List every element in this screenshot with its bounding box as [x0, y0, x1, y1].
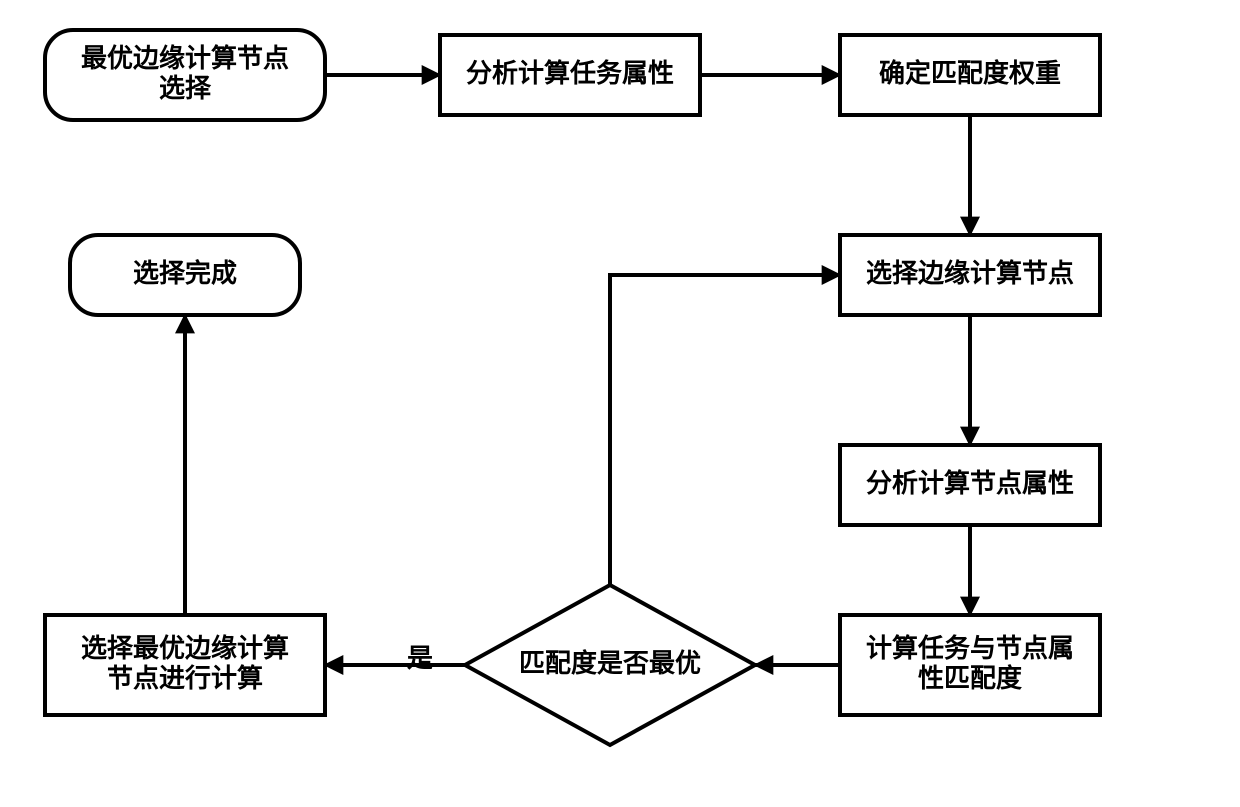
node-label: 选择边缘计算节点: [866, 258, 1074, 288]
edge: [610, 275, 840, 585]
node-weight: 确定匹配度权重: [840, 35, 1100, 115]
node-decision: 匹配度是否最优: [465, 585, 755, 745]
flowchart: 否是最优边缘计算节点选择 分析计算任务属性 确定匹配度权重选择边缘计算节点分析计算节…: [0, 0, 1240, 807]
node-label: 确定匹配度权重: [879, 58, 1061, 88]
node-label: 选择完成: [133, 258, 237, 288]
node-label: 选择: [159, 73, 212, 103]
node-label: 最优边缘计算节点: [81, 43, 289, 73]
nodes: 最优边缘计算节点选择 分析计算任务属性 确定匹配度权重选择边缘计算节点分析计算节点属…: [45, 30, 1100, 745]
node-label: 节点进行计算: [107, 663, 263, 693]
edge-label: 是: [407, 643, 433, 673]
node-select: 选择边缘计算节点: [840, 235, 1100, 315]
node-match: 计算任务与节点属性匹配度: [840, 615, 1100, 715]
node-nodeattr: 分析计算节点属性: [840, 445, 1100, 525]
node-label: 匹配度是否最优: [519, 648, 701, 678]
node-label: 分析计算节点属性: [866, 468, 1074, 498]
node-label: 选择最优边缘计算: [81, 633, 289, 663]
node-label: 计算任务与节点属: [866, 633, 1074, 663]
node-done: 选择完成: [70, 235, 300, 315]
node-analyze: 分析计算任务属性: [440, 35, 700, 115]
node-label: 分析计算任务属性: [466, 58, 674, 88]
node-label: 性匹配度: [918, 663, 1022, 693]
node-start: 最优边缘计算节点选择: [45, 30, 325, 120]
node-compute: 选择最优边缘计算节点进行计算: [45, 615, 325, 715]
edges: 否是: [185, 75, 970, 673]
